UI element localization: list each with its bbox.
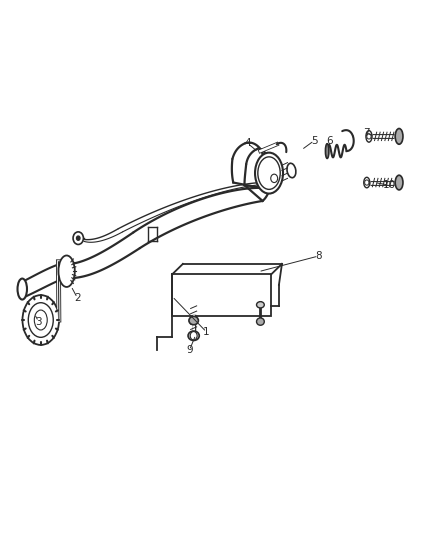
Circle shape	[76, 236, 80, 240]
Circle shape	[366, 134, 370, 139]
Circle shape	[270, 174, 277, 183]
Text: 5: 5	[310, 135, 317, 146]
Ellipse shape	[363, 177, 369, 188]
Ellipse shape	[254, 152, 283, 193]
Text: 6: 6	[325, 135, 332, 146]
Ellipse shape	[256, 302, 264, 308]
Ellipse shape	[58, 263, 66, 279]
Text: 9: 9	[186, 345, 192, 356]
Ellipse shape	[28, 303, 53, 337]
Ellipse shape	[286, 163, 295, 177]
Ellipse shape	[257, 157, 279, 189]
Ellipse shape	[325, 144, 328, 158]
Ellipse shape	[188, 317, 198, 325]
Ellipse shape	[34, 310, 47, 330]
Text: 10: 10	[382, 180, 395, 190]
Polygon shape	[172, 274, 271, 317]
Ellipse shape	[187, 331, 199, 341]
Circle shape	[73, 232, 83, 245]
Ellipse shape	[365, 131, 371, 142]
Ellipse shape	[22, 295, 59, 345]
Text: 4: 4	[244, 138, 250, 148]
Circle shape	[364, 180, 368, 185]
Text: 8: 8	[314, 251, 321, 261]
Ellipse shape	[58, 255, 74, 287]
Ellipse shape	[394, 175, 402, 190]
Text: 2: 2	[74, 293, 81, 303]
Circle shape	[190, 332, 197, 340]
Text: 3: 3	[35, 317, 42, 327]
Text: 7: 7	[362, 128, 368, 138]
Ellipse shape	[18, 279, 27, 300]
Ellipse shape	[256, 318, 264, 325]
Ellipse shape	[394, 128, 402, 144]
Text: 1: 1	[203, 327, 209, 337]
